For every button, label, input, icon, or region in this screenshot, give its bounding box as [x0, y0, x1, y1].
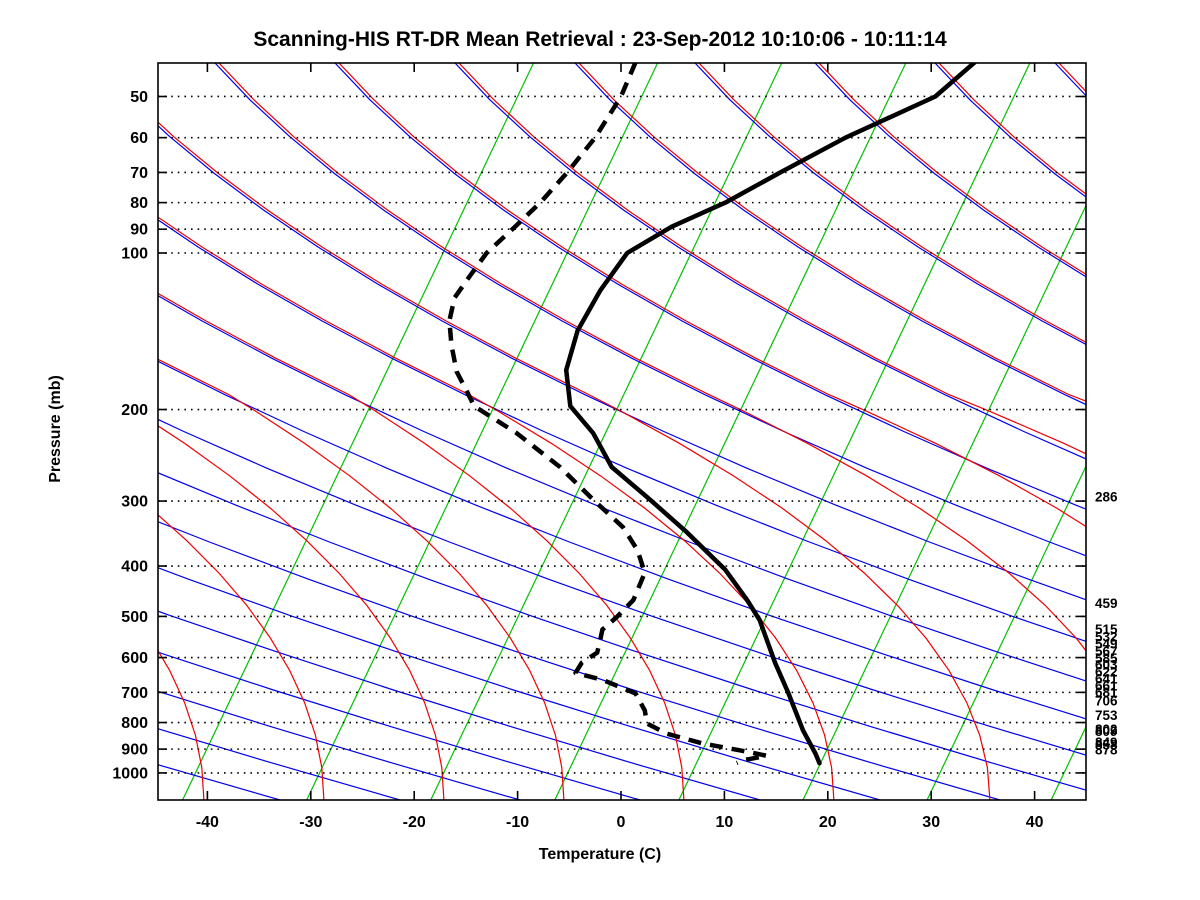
- moist-adiabat-red-line: [158, 292, 685, 800]
- moist-adiabat-red-line: [458, 63, 1086, 455]
- moist-adiabat-red-line: [158, 425, 445, 800]
- dry-adiabat-blue-line: [334, 63, 1086, 510]
- side-pressure-label: 802: [1095, 722, 1118, 737]
- moist-adiabat-red-line: [0, 63, 84, 800]
- isotherm-green-line: [430, 63, 783, 800]
- side-pressure-label: 622: [1095, 665, 1118, 680]
- isotherm-green-line: [802, 204, 1086, 800]
- dry-adiabat-blue-line: [158, 295, 1086, 682]
- y-tick-label: 500: [121, 609, 148, 626]
- x-axis-label: Temperature (C): [538, 846, 662, 863]
- side-pressure-label: 567: [1095, 644, 1118, 659]
- dry-adiabat-blue-line: [158, 690, 521, 800]
- side-pressure-label: 532: [1095, 629, 1118, 644]
- y-tick-label: 100: [121, 246, 148, 263]
- dry-adiabat-blue-line: [158, 728, 401, 800]
- y-tick-label: 70: [130, 165, 148, 182]
- isotherm-green-line: [1050, 725, 1086, 800]
- dry-adiabat-blue-line: [454, 63, 1086, 460]
- isotherm-green-line: [678, 63, 1031, 800]
- dry-adiabat-blue-line: [214, 63, 1086, 557]
- side-pressure-label: 585: [1095, 651, 1118, 666]
- x-tick-label: -30: [299, 814, 322, 831]
- dry-adiabat-blue-line: [158, 418, 1086, 756]
- dry-adiabat-blue-line: [574, 63, 1086, 406]
- side-pressure-label: 753: [1095, 708, 1118, 723]
- dry-adiabat-blue-line: [158, 124, 1086, 601]
- y-tick-label: 900: [121, 742, 148, 759]
- dry-adiabat-blue-line: [158, 521, 1001, 800]
- moist-adiabat-red-line: [158, 358, 565, 800]
- x-tick-label: 30: [922, 814, 940, 831]
- dry-adiabat-blue-line: [934, 63, 1086, 198]
- side-pressure-label: 549: [1095, 637, 1118, 652]
- dry-adiabat-blue-line: [158, 567, 881, 800]
- side-pressure-label: 515: [1095, 622, 1118, 637]
- dry-adiabat-blue-line: [158, 610, 761, 800]
- moist-adiabat-red-line: [1179, 63, 1200, 800]
- side-pressure-label: 603: [1095, 658, 1118, 673]
- y-tick-label: 80: [130, 195, 148, 212]
- side-pressure-label: 878: [1095, 743, 1118, 758]
- moist-adiabat-red-line: [1058, 63, 1086, 93]
- isotherm-green-line: [306, 63, 659, 800]
- x-tick-label: 10: [716, 814, 734, 831]
- x-tick-label: -10: [506, 814, 529, 831]
- dewpoint-profile-line: [447, 63, 770, 766]
- plot-area: [0, 63, 1200, 800]
- y-tick-label: 400: [121, 559, 148, 576]
- y-tick-label: 600: [121, 650, 148, 667]
- x-tick-label: -20: [403, 814, 426, 831]
- side-pressure-label: 661: [1095, 678, 1118, 693]
- dry-adiabat-blue-line: [1175, 63, 1200, 800]
- plot-frame: [157, 62, 1087, 801]
- moist-adiabat-red-line: [218, 63, 1086, 652]
- isotherm-green-line: [926, 464, 1086, 800]
- moist-adiabat-red-line: [698, 63, 1086, 343]
- side-pressure-label: 706: [1095, 693, 1118, 708]
- temperature-profile-line: [563, 63, 977, 766]
- moist-adiabat-red-line: [158, 121, 991, 800]
- dry-adiabat-blue-line: [158, 472, 1086, 791]
- side-pressure-label: 641: [1095, 672, 1118, 687]
- figure-title: Scanning-HIS RT-DR Mean Retrieval : 23-S…: [253, 28, 947, 51]
- dry-adiabat-blue-line: [694, 63, 1086, 346]
- x-tick-label: 0: [617, 814, 626, 831]
- side-pressure-label: 809: [1095, 724, 1118, 739]
- y-tick-label: 90: [130, 222, 148, 239]
- dry-adiabat-blue-line: [158, 219, 1086, 642]
- isotherm-green-line: [182, 63, 535, 800]
- moist-adiabat-red-line: [818, 63, 1086, 276]
- y-tick-label: 200: [121, 402, 148, 419]
- y-tick-label: 60: [130, 130, 148, 147]
- x-tick-label: 20: [819, 814, 837, 831]
- side-pressure-label: 849: [1095, 735, 1118, 750]
- dry-adiabat-blue-line: [814, 63, 1086, 278]
- x-tick-label: -40: [196, 814, 219, 831]
- y-tick-label: 50: [130, 89, 148, 106]
- moist-adiabat-red-line: [158, 216, 835, 800]
- y-tick-label: 1000: [112, 765, 148, 782]
- side-pressure-label: 459: [1095, 596, 1118, 611]
- y-tick-label: 700: [121, 685, 148, 702]
- isotherm-green-line: [554, 63, 907, 800]
- x-tick-label: 40: [1026, 814, 1044, 831]
- moist-adiabat-red-line: [158, 514, 325, 800]
- side-pressure-label: 681: [1095, 685, 1118, 700]
- side-pressure-label: 858: [1095, 737, 1118, 752]
- y-tick-label: 800: [121, 715, 148, 732]
- y-tick-label: 300: [121, 494, 148, 511]
- dry-adiabat-blue-line: [158, 651, 641, 800]
- moist-adiabat-red-line: [338, 63, 1086, 528]
- moist-adiabat-red-line: [158, 649, 205, 800]
- dry-adiabat-blue-line: [1054, 63, 1086, 97]
- side-pressure-label: 286: [1095, 489, 1118, 504]
- dry-adiabat-blue-line: [158, 360, 1086, 720]
